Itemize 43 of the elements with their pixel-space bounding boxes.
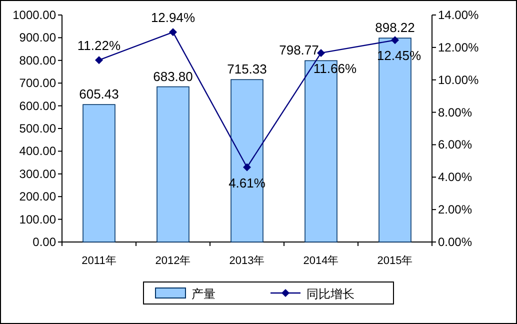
data-label: 605.43 xyxy=(79,86,119,102)
y-tick-label: 1000.00 xyxy=(12,8,56,22)
y-tick-label: 0.00 xyxy=(32,235,56,249)
data-label: 715.33 xyxy=(227,62,267,77)
y-tick-label: 400.00 xyxy=(19,144,56,158)
point xyxy=(243,163,251,172)
bar xyxy=(156,86,190,242)
x-tick-label: 2015年 xyxy=(377,255,413,267)
y2-tick-label: 8.00% xyxy=(438,105,472,120)
y-tick-label: 300.00 xyxy=(19,166,56,181)
data-label: 898.22 xyxy=(375,20,415,36)
y-tick-label: 700.00 xyxy=(19,76,56,90)
point xyxy=(391,36,399,44)
legend-label: 同比增长 xyxy=(306,287,354,301)
x-tick-label: 2011年 xyxy=(82,255,116,267)
y-tick-label: 800.00 xyxy=(19,53,56,68)
x-tick-label: 2014年 xyxy=(303,255,339,267)
data-label: 4.61% xyxy=(228,175,266,190)
data-label: 12.45% xyxy=(376,48,422,64)
data-label: 798.77 xyxy=(279,42,319,58)
y2-tick-label: 4.00% xyxy=(438,170,472,184)
data-label: 11.66% xyxy=(313,60,357,76)
point xyxy=(169,28,177,36)
data-label: 683.80 xyxy=(153,68,193,84)
y-tick-label: 100.00 xyxy=(19,212,56,226)
point xyxy=(95,56,103,64)
y-tick-label: 600.00 xyxy=(19,98,56,113)
bar xyxy=(82,104,116,242)
legend-label: 产量 xyxy=(192,287,216,301)
y-tick-label: 900.00 xyxy=(19,30,56,45)
x-tick-label: 2013年 xyxy=(229,255,265,267)
y2-tick-label: 12.00% xyxy=(438,40,480,54)
y2-tick-label: 14.00% xyxy=(438,8,480,22)
x-tick-label: 2012年 xyxy=(155,255,191,267)
data-label: 12.94% xyxy=(150,10,196,26)
bar xyxy=(230,79,264,242)
data-label: 11.22% xyxy=(77,38,121,54)
y-tick-label: 200.00 xyxy=(19,190,56,204)
y2-tick-label: 2.00% xyxy=(438,202,472,217)
y2-tick-label: 10.00% xyxy=(438,72,480,87)
y2-tick-label: 6.00% xyxy=(438,138,472,152)
y-tick-label: 500.00 xyxy=(19,122,56,136)
y2-tick-label: 0.00% xyxy=(438,235,472,249)
